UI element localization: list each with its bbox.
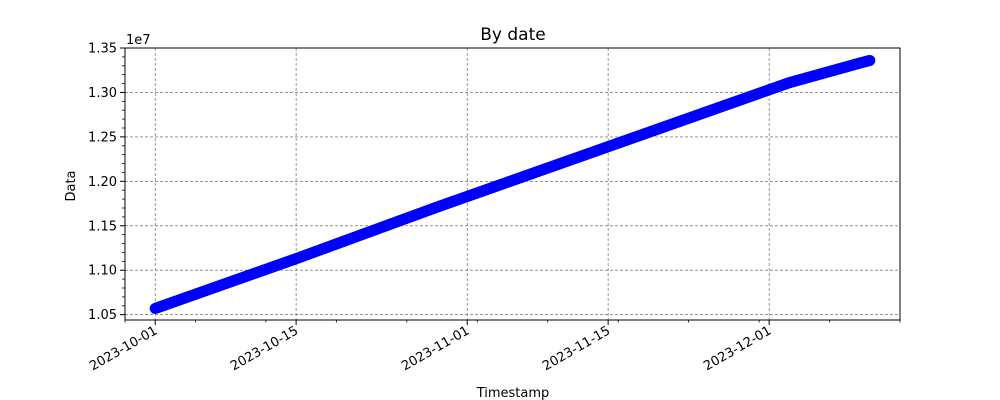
x-tick-label: 2023-12-01	[701, 323, 774, 374]
x-tick-label: 2023-10-01	[87, 323, 160, 374]
y-axis-label: Data	[64, 170, 79, 201]
chart-title: By date	[480, 25, 545, 45]
y-tick-label: 1.05	[88, 308, 117, 323]
y-axis-offset-label: 1e7	[126, 33, 151, 48]
data-point	[864, 54, 876, 66]
y-tick-label: 1.20	[88, 175, 117, 190]
x-tick-label: 2023-11-15	[540, 323, 613, 374]
y-tick-label: 1.10	[88, 264, 117, 279]
y-tick-label: 1.30	[88, 86, 117, 101]
data-layer	[149, 54, 876, 314]
y-tick-label: 1.15	[88, 219, 117, 234]
y-tick-label: 1.35	[88, 42, 117, 57]
plot-frame	[124, 47, 901, 321]
x-tick-label: 2023-11-01	[399, 323, 472, 374]
y-tick-label: 1.25	[88, 130, 117, 145]
x-tick-label: 2023-10-15	[228, 323, 301, 374]
x-axis-label: Timestamp	[476, 386, 550, 400]
